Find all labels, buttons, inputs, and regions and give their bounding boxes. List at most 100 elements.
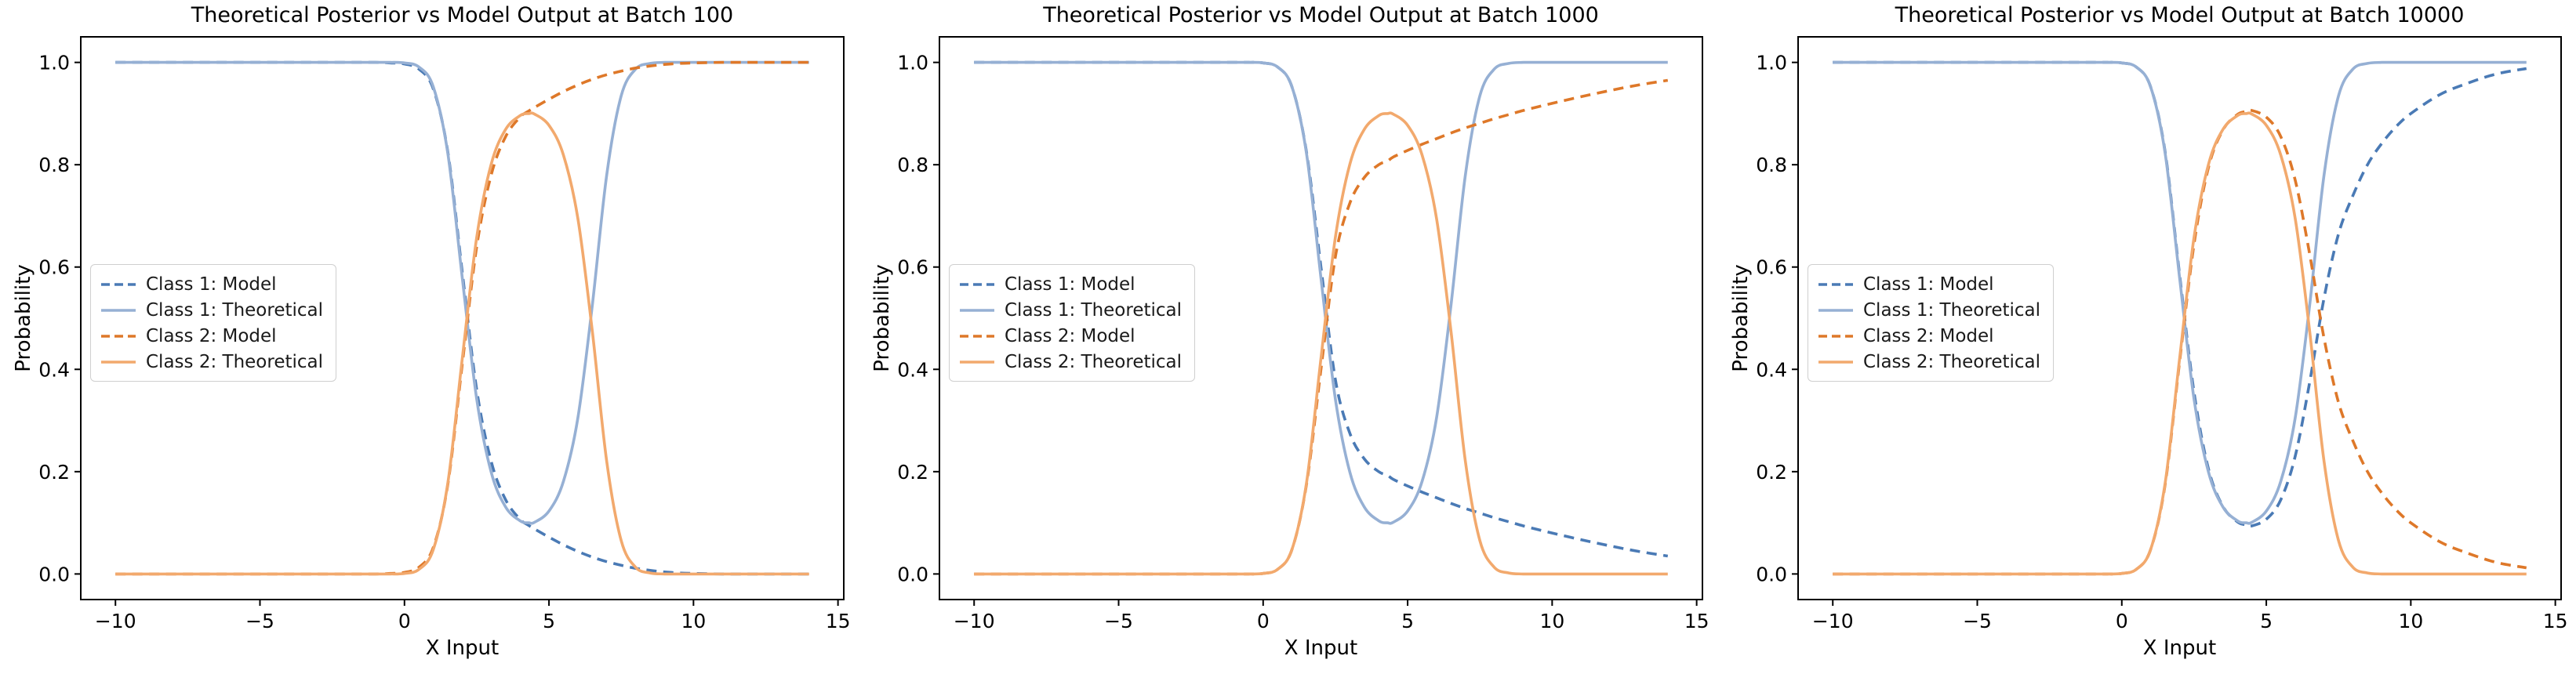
subplot-batch-10000: −10 −5 0 5 10 15 0.0 0.2 0.4 0.6 0.8 1.0 Theoretica… <box>1717 0 2576 674</box>
y-tick-label: 0.8 <box>38 154 70 176</box>
x-tick-label: −10 <box>954 610 995 632</box>
legend-item: Class 1: Theoretical <box>960 297 1182 323</box>
y-tick-label: 0.6 <box>897 256 928 279</box>
x-tick-label: 0 <box>1257 610 1270 632</box>
legend-line-icon <box>1818 282 1853 286</box>
series-curve-class-1-theoretical <box>115 60 809 525</box>
x-tick-label: 10 <box>2398 610 2423 632</box>
legend-item: Class 2: Theoretical <box>101 349 323 375</box>
y-tick-label: 0.4 <box>897 358 928 381</box>
x-tick-label: −5 <box>1104 610 1133 632</box>
legend-item: Class 1: Model <box>1818 271 2040 297</box>
legend-label: Class 2: Theoretical <box>146 351 324 372</box>
legend-line-icon <box>101 334 136 338</box>
x-axis-label: X Input <box>1284 636 1358 660</box>
legend-line-icon <box>1818 334 1853 338</box>
legend-label: Class 1: Theoretical <box>1863 299 2041 321</box>
legend-item: Class 2: Theoretical <box>960 349 1182 375</box>
legend-line-icon <box>101 360 136 364</box>
legend: Class 1: Model Class 1: Theoretical Class … <box>90 264 337 382</box>
x-tick-label: 5 <box>543 610 555 632</box>
x-tick-label: 15 <box>1684 610 1709 632</box>
legend-label: Class 2: Model <box>1005 325 1135 346</box>
legend-label: Class 2: Model <box>1863 325 1994 346</box>
legend-label: Class 2: Model <box>146 325 277 346</box>
legend-item: Class 1: Theoretical <box>1818 297 2040 323</box>
x-tick-label: 10 <box>1539 610 1564 632</box>
legend-line-icon <box>960 282 994 286</box>
legend-line-icon <box>1818 308 1853 312</box>
legend-item: Class 2: Model <box>960 323 1182 349</box>
series-curve-class-2-model <box>1833 108 2527 576</box>
x-tick-label: 10 <box>681 610 706 632</box>
legend-label: Class 1: Model <box>146 274 277 295</box>
legend-item: Class 1: Model <box>101 271 323 297</box>
y-tick-label: 0.4 <box>1756 358 1787 381</box>
y-tick-label: 0.0 <box>38 563 70 585</box>
y-tick-label: 0.8 <box>897 154 928 176</box>
x-tick-label: 0 <box>2116 610 2128 632</box>
x-tick-label: −5 <box>245 610 274 632</box>
y-axis-label: Probability <box>12 264 35 372</box>
x-tick-label: 5 <box>1401 610 1414 632</box>
legend-line-icon <box>960 334 994 338</box>
y-tick-label: 0.0 <box>897 563 928 585</box>
x-tick-label: 15 <box>2543 610 2568 632</box>
legend-label: Class 1: Model <box>1005 274 1135 295</box>
plot-title: Theoretical Posterior vs Model Output at… <box>1895 3 2465 27</box>
x-axis-label: X Input <box>425 636 500 660</box>
series-curve-class-1-model <box>1833 60 2527 528</box>
legend-line-icon <box>101 282 136 286</box>
x-axis-label: X Input <box>2142 636 2217 660</box>
y-tick-label: 0.6 <box>38 256 70 279</box>
x-tick-label: −10 <box>95 610 136 632</box>
y-tick-label: 0.8 <box>1756 154 1787 176</box>
subplot-batch-100: −10 −5 0 5 10 15 0.0 0.2 0.4 0.6 0.8 1.0 Theoretica… <box>0 0 859 674</box>
plot-canvas: −10 −5 0 5 10 15 0.0 0.2 0.4 0.6 0.8 1.0 <box>897 36 1709 632</box>
y-tick-label: 0.2 <box>38 461 70 484</box>
series-curve-class-1-theoretical <box>974 60 1668 525</box>
legend-label: Class 2: Theoretical <box>1005 351 1183 372</box>
x-tick-label: 0 <box>398 610 411 632</box>
series-curve-class-2-model <box>115 60 809 576</box>
y-tick-label: 1.0 <box>38 52 70 74</box>
axes-frame <box>939 36 1703 600</box>
legend-item: Class 1: Theoretical <box>101 297 323 323</box>
subplot-batch-1000: −10 −5 0 5 10 15 0.0 0.2 0.4 0.6 0.8 1.0 Theoretica… <box>859 0 1717 674</box>
legend-item: Class 1: Model <box>960 271 1182 297</box>
series-curve-class-2-theoretical <box>974 111 1668 576</box>
legend-label: Class 1: Theoretical <box>146 299 324 321</box>
series-curve-class-2-theoretical <box>115 111 809 576</box>
y-tick-label: 0.6 <box>1756 256 1787 279</box>
y-tick-label: 1.0 <box>1756 52 1787 74</box>
legend-label: Class 2: Theoretical <box>1863 351 2041 372</box>
axes-frame <box>80 36 845 600</box>
legend: Class 1: Model Class 1: Theoretical Class … <box>949 264 1196 382</box>
legend-item: Class 2: Model <box>101 323 323 349</box>
y-axis-label: Probability <box>1729 264 1753 372</box>
y-tick-label: 1.0 <box>897 52 928 74</box>
y-tick-label: 0.0 <box>1756 563 1787 585</box>
series-curve-class-1-model <box>115 60 809 576</box>
plot-canvas: −10 −5 0 5 10 15 0.0 0.2 0.4 0.6 0.8 1.0 <box>38 36 851 632</box>
x-tick-label: 15 <box>826 610 851 632</box>
legend-item: Class 2: Theoretical <box>1818 349 2040 375</box>
plot-canvas: −10 −5 0 5 10 15 0.0 0.2 0.4 0.6 0.8 1.0 <box>1756 36 2568 632</box>
legend-label: Class 1: Model <box>1863 274 1994 295</box>
legend-line-icon <box>960 308 994 312</box>
y-tick-label: 0.4 <box>38 358 70 381</box>
plot-title: Theoretical Posterior vs Model Output at… <box>1043 3 1599 27</box>
axes-frame <box>1797 36 2562 600</box>
x-tick-label: −5 <box>1963 610 1992 632</box>
x-tick-label: −10 <box>1812 610 1854 632</box>
legend-line-icon <box>101 308 136 312</box>
legend-label: Class 1: Theoretical <box>1005 299 1183 321</box>
series-curve-class-2-theoretical <box>1833 111 2527 576</box>
legend-item: Class 2: Model <box>1818 323 2040 349</box>
x-tick-label: 5 <box>2260 610 2273 632</box>
legend-line-icon <box>960 360 994 364</box>
y-axis-label: Probability <box>870 264 894 372</box>
series-curve-class-1-theoretical <box>1833 60 2527 525</box>
plot-title: Theoretical Posterior vs Model Output at… <box>191 3 734 27</box>
